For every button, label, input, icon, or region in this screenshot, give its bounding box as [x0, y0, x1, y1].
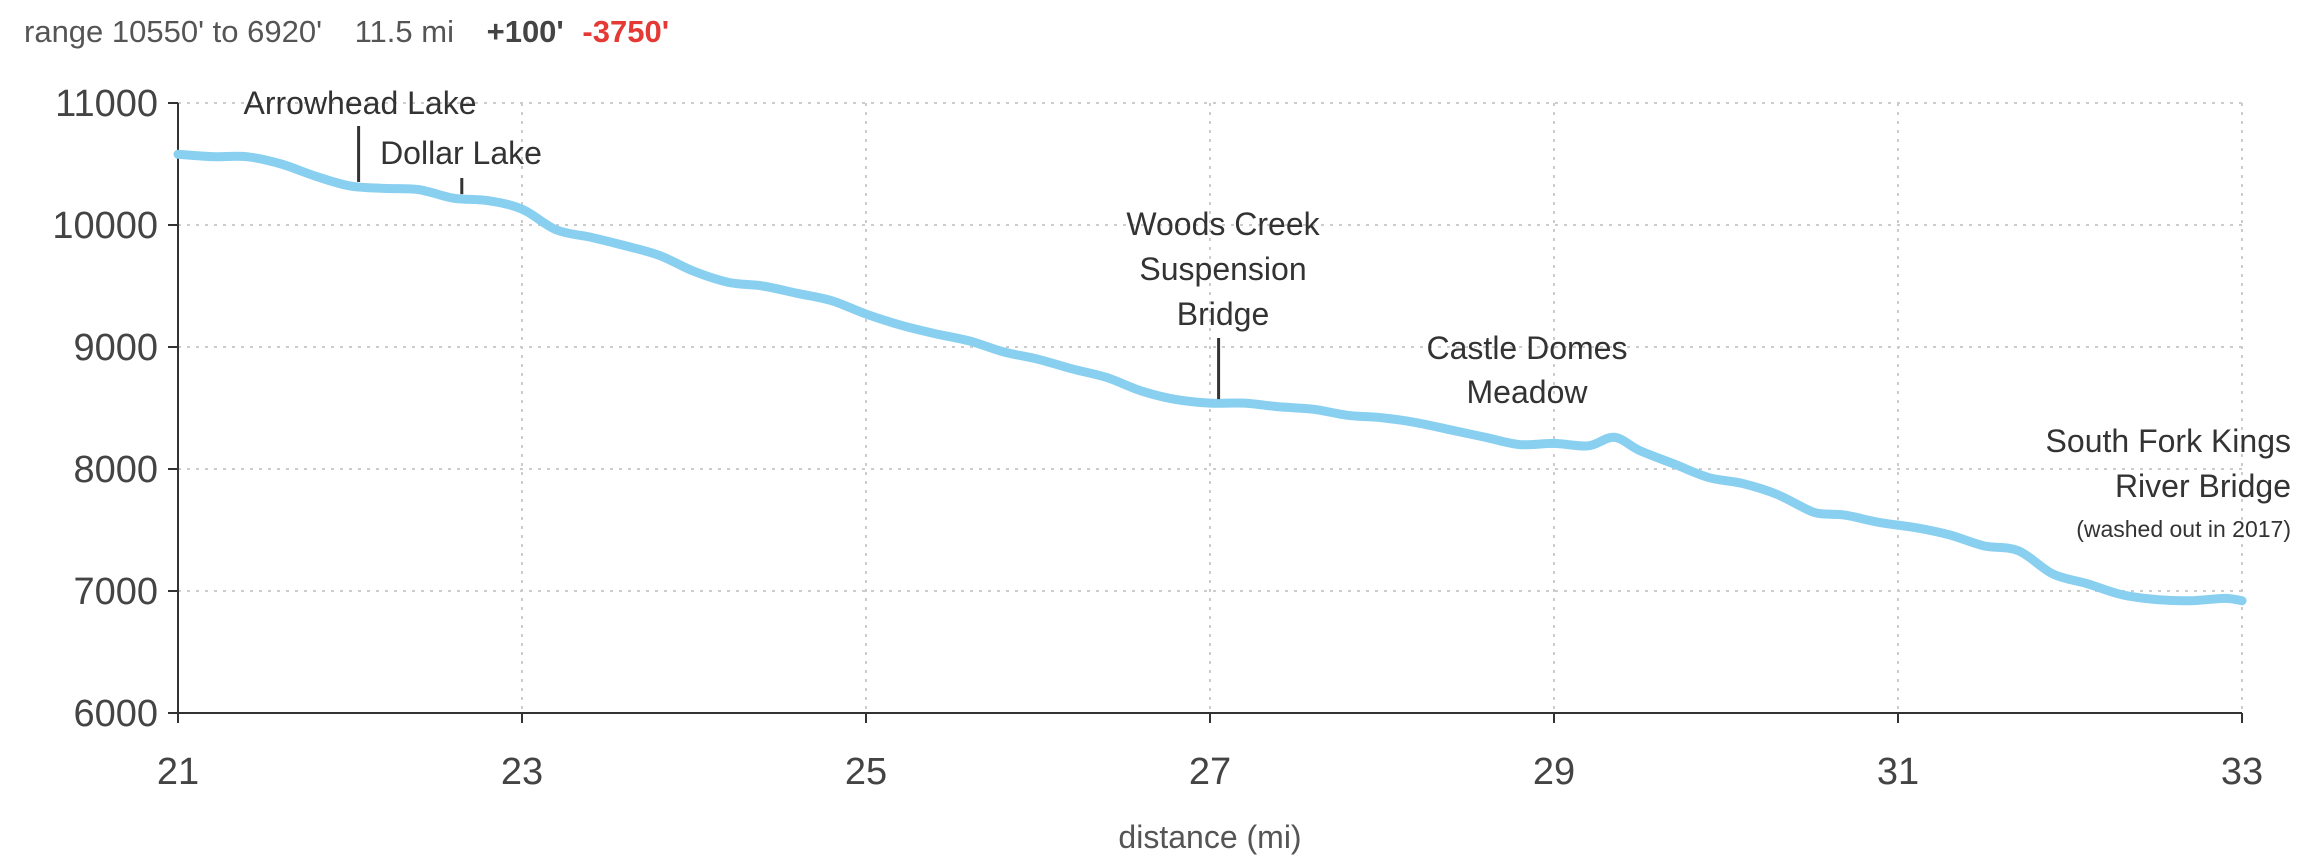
y-tick-label: 6000 — [73, 693, 158, 735]
y-tick-label: 10000 — [52, 205, 158, 247]
route-summary: range 10550' to 6920' 11.5 mi +100' -375… — [24, 8, 669, 56]
annotation-south-fork-kings-bridge: South Fork Kings River Bridge (washed out … — [2046, 423, 2291, 542]
x-tick-label: 33 — [2221, 751, 2263, 793]
elevation-line — [173, 149, 2247, 606]
x-tick-label: 27 — [1189, 751, 1231, 793]
x-axis-ticks: 21 23 25 27 29 31 33 — [157, 713, 2263, 793]
annotation-label: Suspension — [1139, 251, 1306, 287]
y-tick-label: 11000 — [55, 83, 158, 125]
annotation-woods-creek-bridge: Woods Creek Suspension Bridge — [1126, 206, 1321, 400]
y-tick-label: 8000 — [73, 449, 158, 491]
y-tick-label: 7000 — [73, 571, 158, 613]
annotation-label: Bridge — [1177, 296, 1270, 332]
x-axis-title: distance (mi) — [1118, 819, 1301, 855]
x-tick-label: 29 — [1533, 751, 1575, 793]
elevation-range: range 10550' to 6920' — [24, 14, 322, 49]
annotation-arrowhead-lake: Arrowhead Lake — [243, 85, 477, 182]
annotation-note: (washed out in 2017) — [2076, 516, 2291, 542]
annotation-castle-domes-meadow: Castle Domes Meadow — [1427, 330, 1628, 410]
annotation-dollar-lake: Dollar Lake — [380, 135, 542, 195]
chart-grid — [178, 102, 2243, 713]
annotation-label: Castle Domes — [1427, 330, 1628, 366]
annotation-label: River Bridge — [2115, 468, 2291, 504]
elevation-loss: -3750' — [582, 14, 670, 49]
annotation-label: Meadow — [1467, 374, 1589, 410]
x-tick-label: 23 — [501, 751, 543, 793]
route-distance: 11.5 mi — [354, 14, 454, 49]
annotation-label: Dollar Lake — [380, 135, 542, 171]
x-tick-label: 31 — [1877, 751, 1919, 793]
elevation-gain: +100' — [486, 14, 564, 49]
annotation-label: Woods Creek — [1126, 206, 1320, 242]
y-axis-ticks: 6000 7000 8000 9000 10000 11000 — [52, 83, 178, 735]
x-tick-label: 25 — [845, 751, 887, 793]
y-tick-label: 9000 — [73, 327, 158, 369]
annotation-label: Arrowhead Lake — [243, 85, 476, 121]
x-tick-label: 21 — [157, 751, 199, 793]
chart-annotations: Arrowhead Lake Dollar Lake Woods Creek Susp… — [243, 85, 2291, 542]
annotation-label: South Fork Kings — [2046, 423, 2291, 459]
